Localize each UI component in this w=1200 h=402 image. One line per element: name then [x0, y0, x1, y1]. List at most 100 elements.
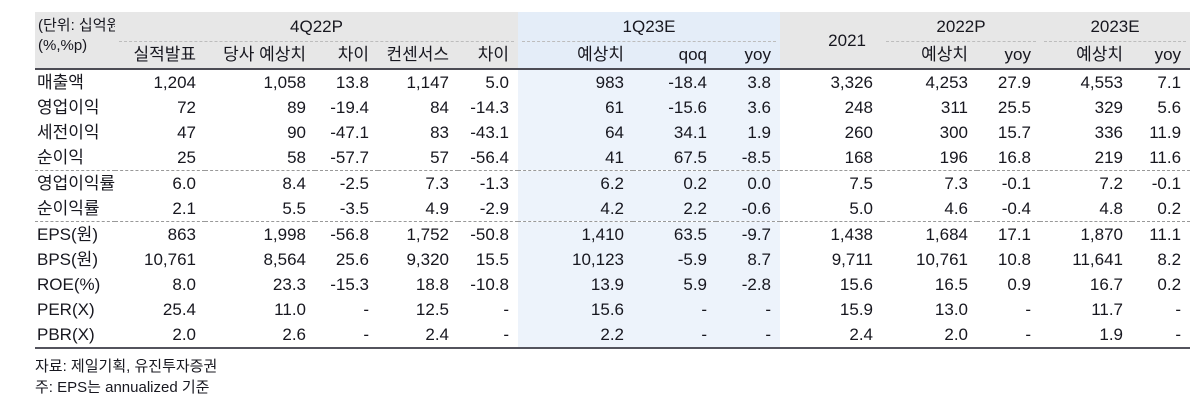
table-cell: 10.8	[977, 247, 1041, 272]
row-label: EPS(원)	[35, 221, 115, 247]
table-cell: -	[977, 322, 1041, 349]
unit-label-cell: (단위: 십억원, (%,%p)	[35, 12, 115, 70]
column-header-qoq: qoq	[633, 42, 716, 70]
table-cell: 1,204	[115, 69, 205, 95]
table-cell: -10.8	[458, 272, 518, 297]
table-cell: 9,711	[780, 247, 882, 272]
row-label: PBR(X)	[35, 322, 115, 349]
table-row: 순이익 25 58 -57.7 57 -56.4 41 67.5 -8.5 168 196 16.8 2…	[35, 145, 1191, 171]
table-cell: 168	[780, 145, 882, 171]
table-cell: 10,761	[882, 247, 977, 272]
table-cell: 5.0	[780, 196, 882, 222]
table-cell: 15.6	[780, 272, 882, 297]
row-label: 순이익률	[35, 196, 115, 222]
table-row: PER(X) 25.4 11.0-12.5-15.6- -15.9 13.0-11.7-	[35, 297, 1191, 322]
table-cell: -3.5	[315, 196, 378, 222]
table-cell: -47.1	[315, 120, 378, 145]
table-row: PBR(X) 2.0 2.6-2.4-2.2- -2.4 2.0-1.9-	[35, 322, 1191, 349]
table-cell: 1.9	[1040, 322, 1133, 349]
table-cell: -0.4	[977, 196, 1041, 222]
table-cell: 0.2	[1132, 272, 1191, 297]
table-cell: -	[458, 297, 518, 322]
table-cell: 329	[1040, 95, 1133, 120]
table-cell: 1,058	[205, 69, 315, 95]
table-cell: -56.4	[458, 145, 518, 171]
table-row: ROE(%) 8.0 23.3 -15.3 18.8 -10.8 13.9 5.9 -2.8 15…	[35, 272, 1191, 297]
table-cell: -0.1	[1132, 170, 1191, 196]
table-cell: -2.9	[458, 196, 518, 222]
table-cell: -	[1132, 297, 1191, 322]
table-cell: -0.6	[716, 196, 780, 222]
table-cell: -	[716, 297, 780, 322]
table-cell: -	[458, 322, 518, 349]
table-cell: 9,320	[378, 247, 458, 272]
table-cell: 863	[115, 221, 205, 247]
table-cell: 3,326	[780, 69, 882, 95]
table-cell: 25.6	[315, 247, 378, 272]
table-cell: 2.2	[633, 196, 716, 222]
earnings-table: (단위: 십억원, (%,%p) 4Q22P 1Q23E 2021 2022P …	[35, 12, 1191, 349]
column-group-2022p: 2022P	[882, 12, 1041, 42]
table-cell: 13.9	[518, 272, 633, 297]
column-group-4q22p: 4Q22P	[115, 12, 518, 42]
table-cell: -19.4	[315, 95, 378, 120]
table-cell: 2.1	[115, 196, 205, 222]
row-label: 영업이익	[35, 95, 115, 120]
table-row: 영업이익 72 89 -19.4 84 -14.3 61 -15.6 3.6 248 311 25.5…	[35, 95, 1191, 120]
group-title-2023e: 2023E	[1044, 13, 1187, 42]
table-cell: 2.2	[518, 322, 633, 349]
column-header-yoy-1q23e: yoy	[716, 42, 780, 70]
unit-label-line2: (%,%p)	[38, 37, 88, 54]
table-cell: 41	[518, 145, 633, 171]
table-cell: 5.0	[458, 69, 518, 95]
table-cell: 11.1	[1132, 221, 1191, 247]
table-cell: -5.9	[633, 247, 716, 272]
table-cell: 34.1	[633, 120, 716, 145]
table-cell: 4,253	[882, 69, 977, 95]
table-cell: 6.0	[115, 170, 205, 196]
table-cell: -9.7	[716, 221, 780, 247]
table-cell: 15.5	[458, 247, 518, 272]
table-footnotes: 자료: 제일기획, 유진투자증권 주: EPS는 annualized 기준	[35, 356, 1200, 398]
table-cell: 13.0	[882, 297, 977, 322]
column-group-2023e: 2023E	[1040, 12, 1191, 42]
row-label: 매출액	[35, 69, 115, 95]
source-note: 자료: 제일기획, 유진투자증권	[35, 358, 218, 375]
table-cell: -	[633, 322, 716, 349]
table-cell: 63.5	[633, 221, 716, 247]
table-cell: -	[315, 322, 378, 349]
table-cell: 219	[1040, 145, 1133, 171]
row-label: BPS(원)	[35, 247, 115, 272]
table-cell: 8.0	[115, 272, 205, 297]
table-cell: 311	[882, 95, 977, 120]
table-cell: 11,641	[1040, 247, 1133, 272]
table-cell: 10,123	[518, 247, 633, 272]
column-header-2022p-estimate: 예상치	[882, 42, 977, 70]
table-cell: 2.4	[378, 322, 458, 349]
group-title-4q22p: 4Q22P	[119, 13, 514, 42]
table-cell: -15.3	[315, 272, 378, 297]
column-group-1q23e: 1Q23E	[518, 12, 780, 42]
group-title-2022p: 2022P	[886, 13, 1037, 42]
table-cell: 8.4	[205, 170, 315, 196]
table-row: 세전이익 47 90 -47.1 83 -43.1 64 34.1 1.9 260 300 15.7 3…	[35, 120, 1191, 145]
table-cell: 1,752	[378, 221, 458, 247]
table-cell: 1,410	[518, 221, 633, 247]
table-cell: 7.5	[780, 170, 882, 196]
table-cell: 8.7	[716, 247, 780, 272]
table-cell: 4.8	[1040, 196, 1133, 222]
row-label: ROE(%)	[35, 272, 115, 297]
table-cell: 6.2	[518, 170, 633, 196]
column-header-consensus: 컨센서스	[378, 42, 458, 70]
table-cell: 8.2	[1132, 247, 1191, 272]
row-label: 세전이익	[35, 120, 115, 145]
table-cell: 1,147	[378, 69, 458, 95]
group-title-1q23e: 1Q23E	[522, 13, 776, 42]
table-cell: 0.2	[1132, 196, 1191, 222]
table-cell: 18.8	[378, 272, 458, 297]
table-cell: 67.5	[633, 145, 716, 171]
table-cell: 64	[518, 120, 633, 145]
column-header-diff2: 차이	[458, 42, 518, 70]
table-cell: 196	[882, 145, 977, 171]
table-cell: 89	[205, 95, 315, 120]
